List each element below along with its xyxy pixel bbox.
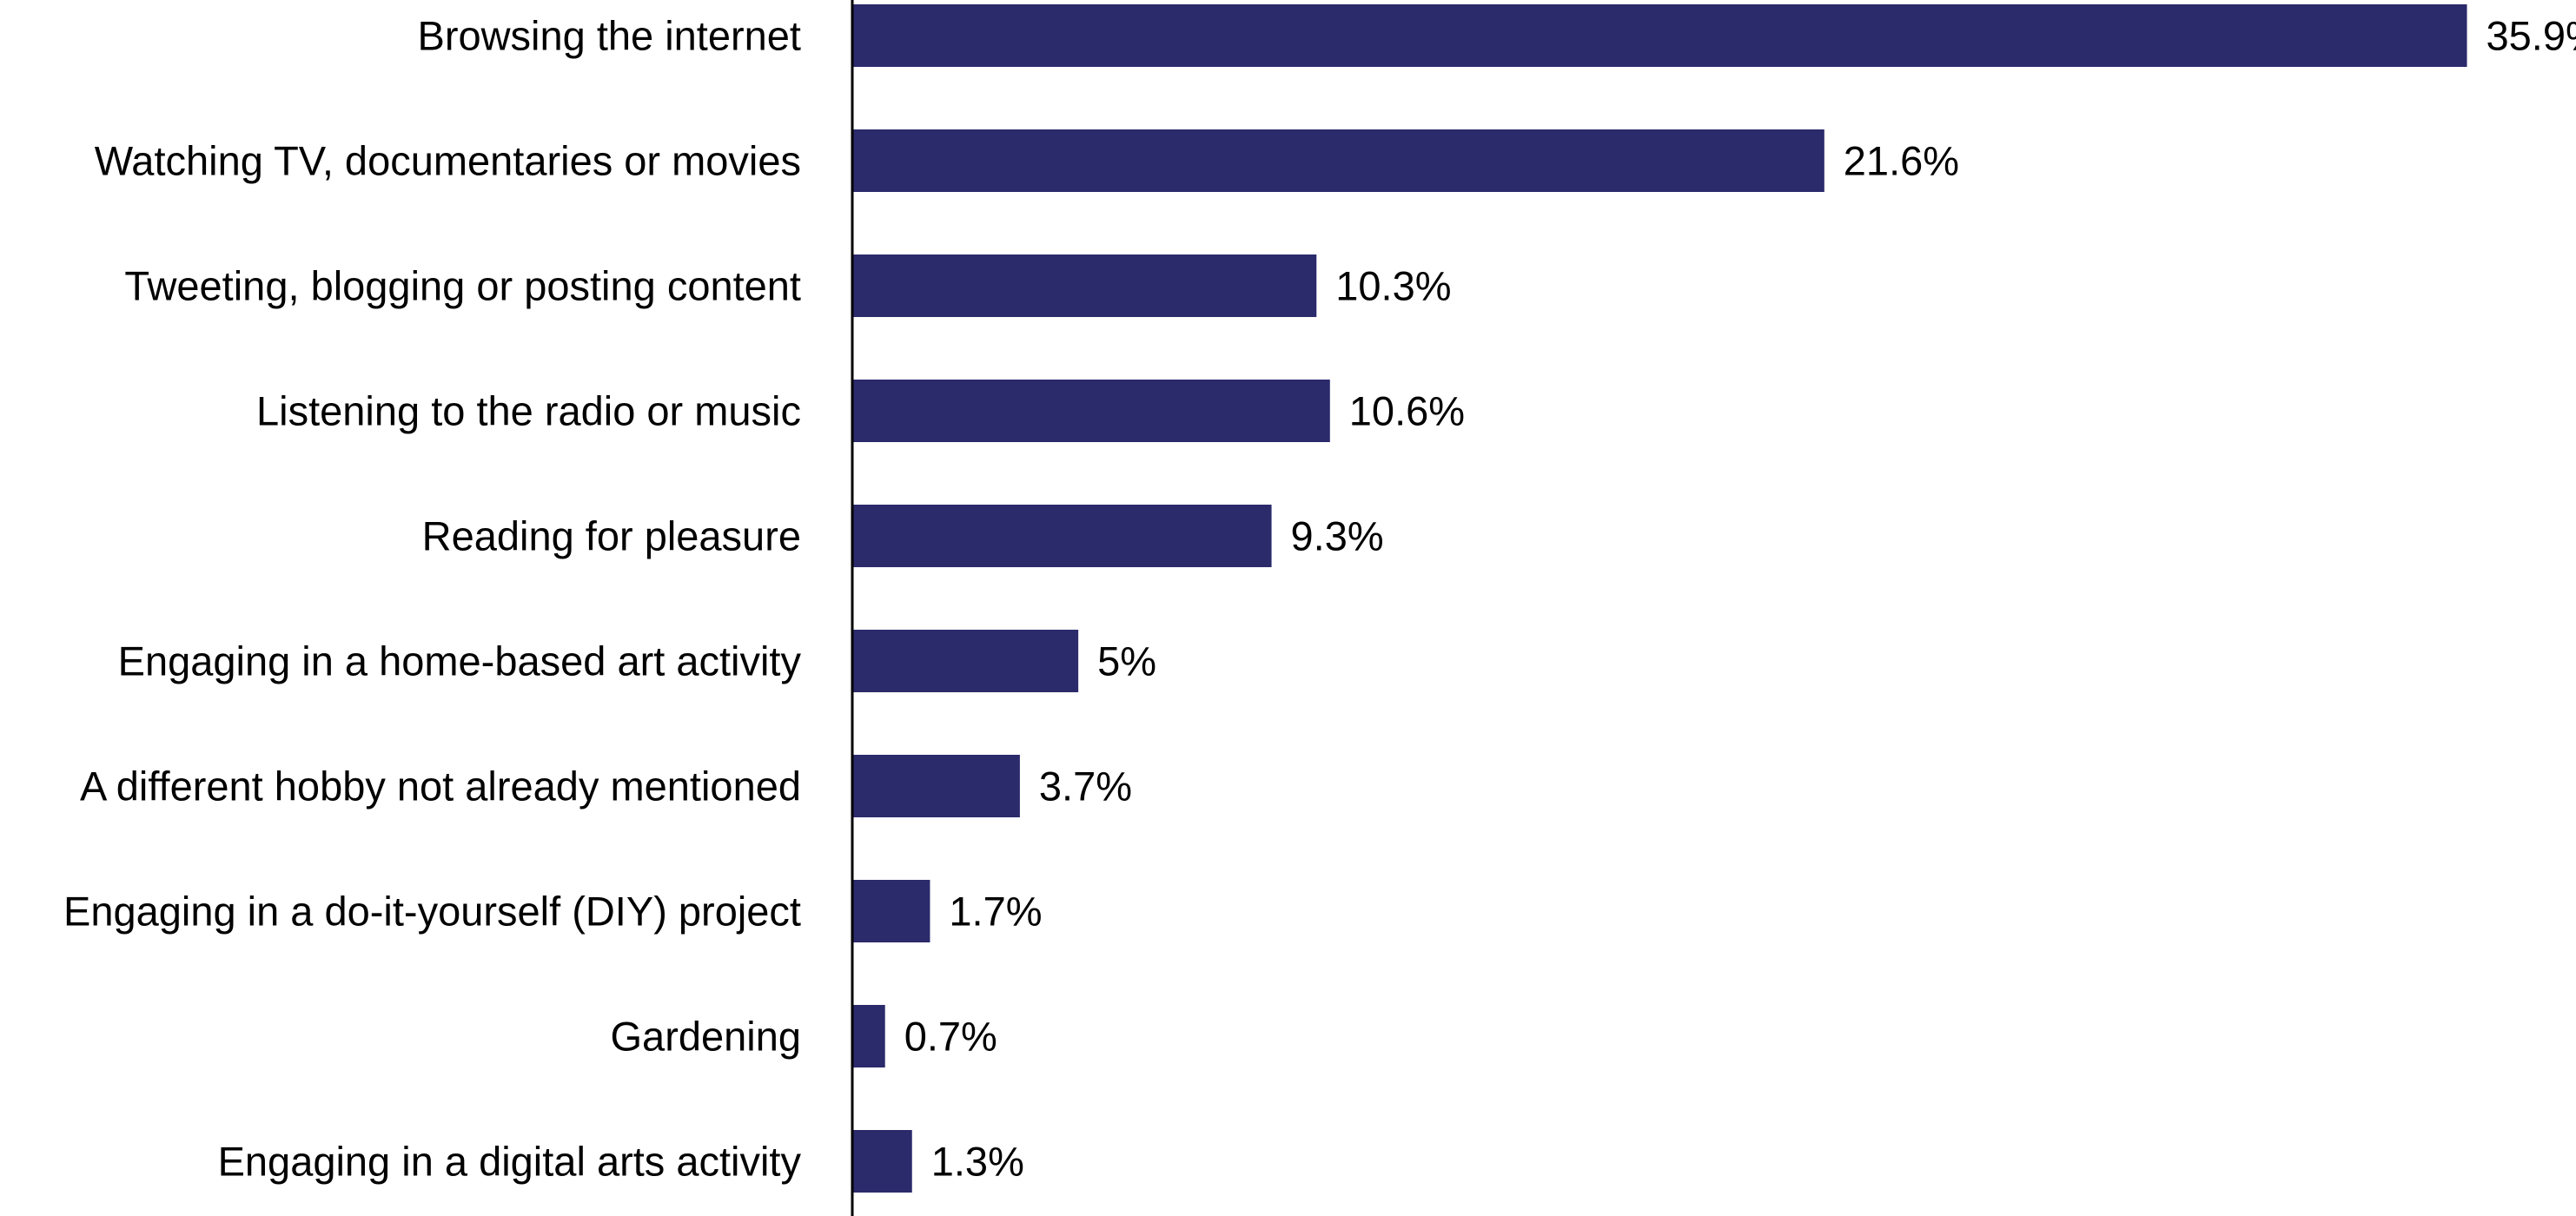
category-label: Engaging in a digital arts activity xyxy=(218,1139,802,1185)
bar-value-label: 10.3% xyxy=(1335,263,1451,309)
category-label: Tweeting, blogging or posting content xyxy=(124,263,801,309)
bar-value-label: 0.7% xyxy=(904,1014,997,1060)
category-label: A different hobby not already mentioned xyxy=(80,763,801,810)
bar xyxy=(853,505,1272,567)
bar-value-label: 1.7% xyxy=(949,889,1042,935)
category-label: Engaging in a home-based art activity xyxy=(118,638,802,684)
bar-value-label: 10.6% xyxy=(1349,388,1465,434)
bar xyxy=(853,880,930,942)
bar-value-label: 35.9% xyxy=(2487,13,2576,59)
category-label: Engaging in a do-it-yourself (DIY) proje… xyxy=(63,889,801,935)
category-labels-group: Browsing the internet Watching TV, docume… xyxy=(63,13,802,1185)
category-label: Browsing the internet xyxy=(417,13,801,59)
bar xyxy=(853,630,1079,692)
bar-value-label: 1.3% xyxy=(931,1139,1024,1185)
bar xyxy=(853,1130,912,1193)
bar xyxy=(853,129,1824,192)
bar xyxy=(853,380,1330,442)
bar-value-label: 9.3% xyxy=(1291,513,1384,559)
bar xyxy=(853,1005,885,1067)
bar-value-label: 3.7% xyxy=(1039,763,1132,810)
category-label: Watching TV, documentaries or movies xyxy=(95,138,801,184)
bar-value-label: 21.6% xyxy=(1844,138,1959,184)
value-labels-group: 35.9% 21.6% 10.3% 10.6% 9.3% 5% 3.7% 1.7% 0.7% 1.… xyxy=(904,13,2576,1185)
bar-value-label: 5% xyxy=(1097,638,1156,684)
bar xyxy=(853,254,1317,317)
category-label: Reading for pleasure xyxy=(422,513,801,559)
category-label: Listening to the radio or music xyxy=(256,388,801,434)
bar xyxy=(853,4,2467,67)
category-label: Gardening xyxy=(611,1014,802,1060)
bars-group xyxy=(853,4,2467,1193)
bar xyxy=(853,755,1020,817)
